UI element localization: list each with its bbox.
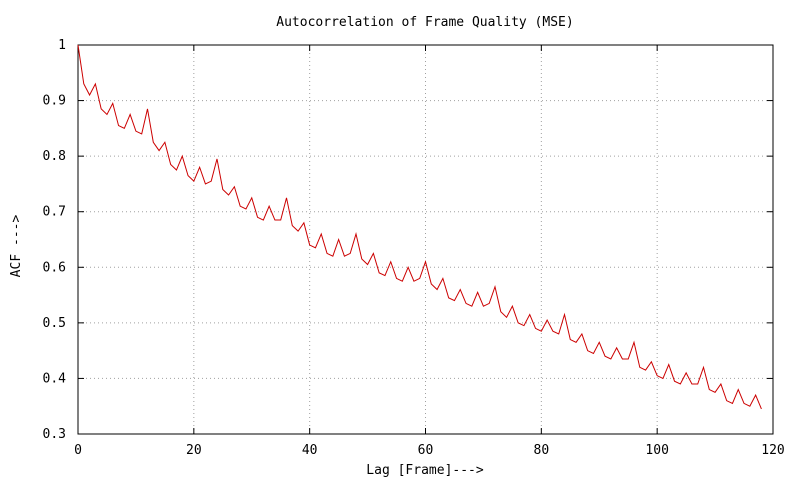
acf-series-line xyxy=(77,44,762,410)
chart-title: Autocorrelation of Frame Quality (MSE) xyxy=(276,15,573,30)
y-tick-label: 0.8 xyxy=(43,149,66,164)
y-axis-label: ACF ---> xyxy=(9,215,24,278)
plot-frame xyxy=(77,44,774,435)
y-tick-label: 0.9 xyxy=(43,94,66,109)
grid xyxy=(78,45,773,434)
x-tick-label: 40 xyxy=(302,443,318,458)
y-tick-label: 0.6 xyxy=(43,260,66,275)
y-tick-label: 0.7 xyxy=(43,205,66,220)
x-tick-label: 60 xyxy=(418,443,434,458)
x-tick-label: 80 xyxy=(534,443,550,458)
y-tick-label: 0.4 xyxy=(43,371,67,386)
x-tick-labels: 0 20 40 60 80 100 120 xyxy=(74,443,785,458)
y-tick-label: 0.3 xyxy=(43,427,66,442)
axis-ticks xyxy=(77,44,774,435)
y-tick-label: 1 xyxy=(58,38,66,53)
x-tick-label: 20 xyxy=(186,443,202,458)
y-tick-labels: 0.3 0.4 0.5 0.6 0.7 0.8 0.9 1 xyxy=(43,38,67,442)
x-tick-label: 100 xyxy=(645,443,668,458)
x-tick-label: 120 xyxy=(761,443,784,458)
y-tick-label: 0.5 xyxy=(43,316,66,331)
x-tick-label: 0 xyxy=(74,443,82,458)
x-axis-label: Lag [Frame]---> xyxy=(366,463,484,478)
